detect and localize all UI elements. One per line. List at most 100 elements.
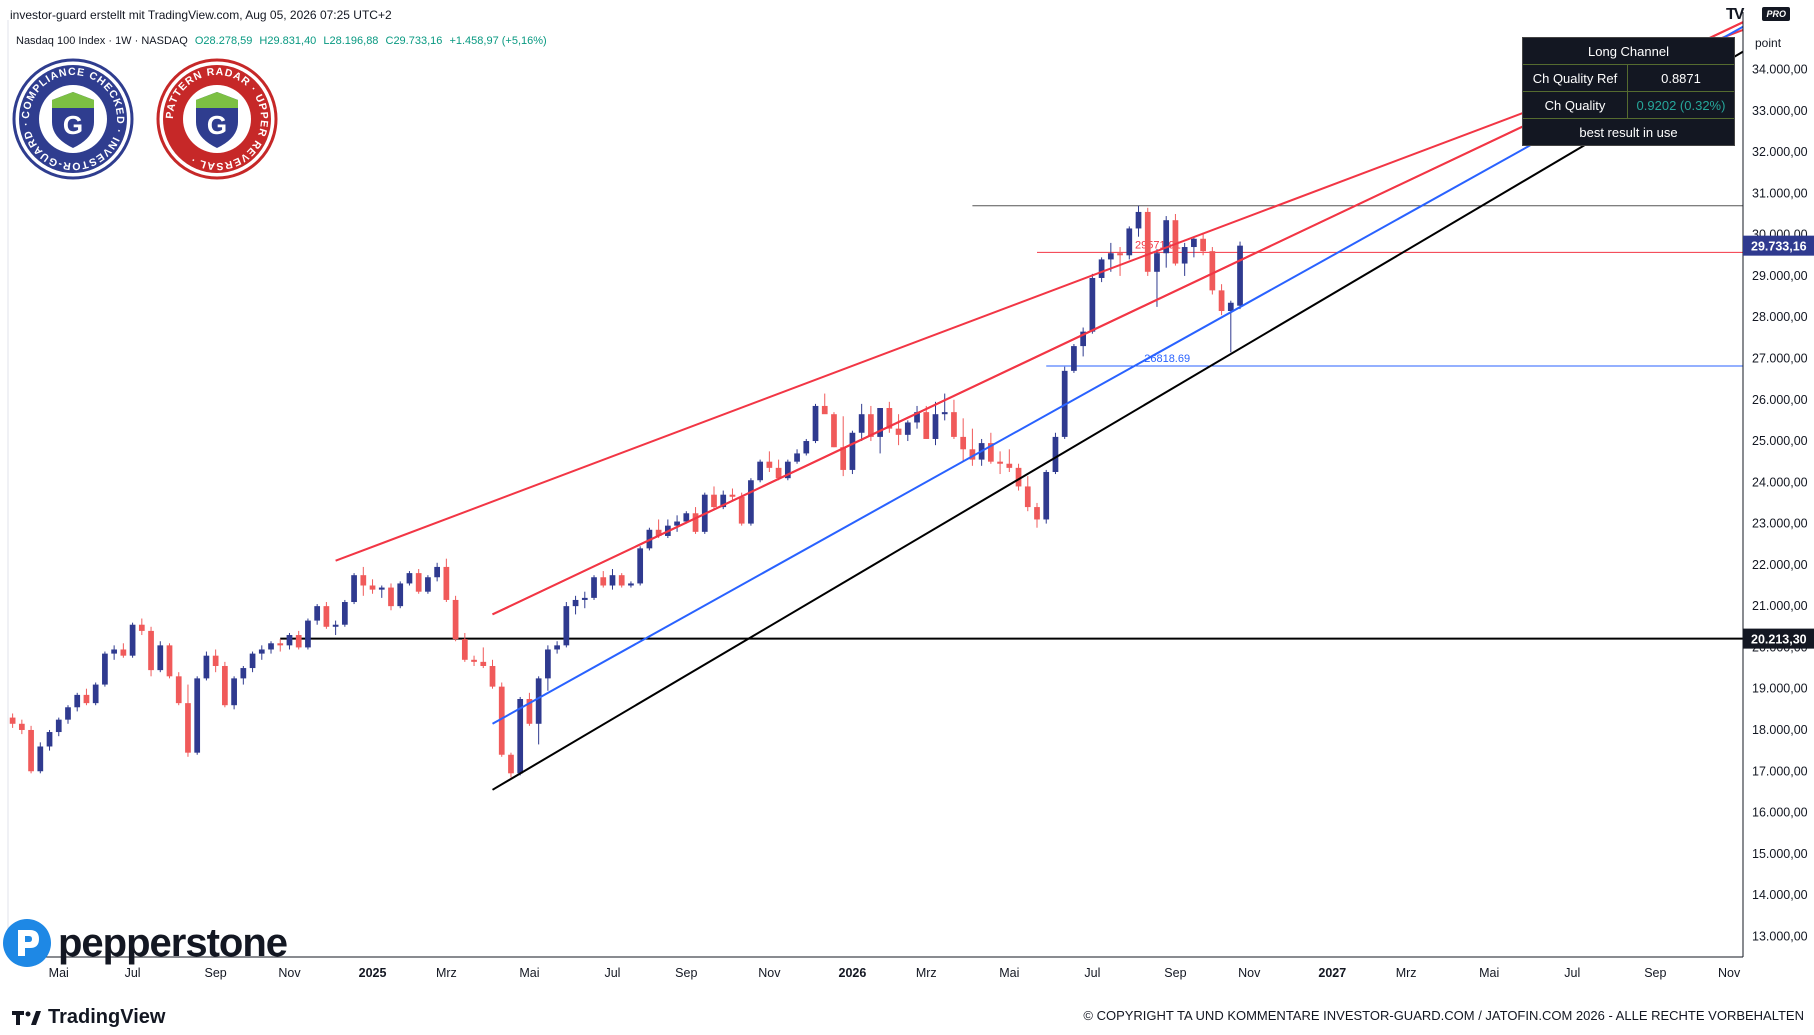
candle: [914, 405, 920, 429]
tradingview-pro-logo[interactable]: TV PRO: [1726, 6, 1790, 23]
candle-body: [1043, 471, 1050, 520]
time-tick-label: Mai: [999, 966, 1019, 980]
candle: [46, 729, 53, 751]
candle-body: [92, 684, 99, 704]
candle-body: [563, 606, 570, 646]
candle-body: [268, 643, 274, 650]
candle: [1209, 247, 1216, 295]
candle: [341, 599, 348, 627]
candle-body: [332, 624, 339, 627]
pepperstone-p-icon: [3, 919, 51, 967]
candle: [28, 725, 34, 774]
candle-body: [9, 717, 16, 724]
candle-body: [637, 548, 644, 584]
candle-body: [914, 412, 920, 423]
candle-body: [1218, 290, 1225, 312]
candle-body: [360, 575, 367, 586]
candle-body: [425, 577, 431, 592]
price-unit-label[interactable]: point: [1755, 36, 1782, 50]
candle-body: [74, 694, 81, 708]
candle-body: [1117, 253, 1123, 256]
candle-body: [277, 643, 284, 646]
time-tick-label: Sep: [675, 966, 697, 980]
candle: [268, 641, 274, 654]
candle: [923, 405, 930, 439]
time-tick-label: Nov: [758, 966, 781, 980]
candle: [895, 414, 902, 446]
candle: [1034, 502, 1040, 528]
time-tick-label: Nov: [278, 966, 301, 980]
tradingview-footer-logo[interactable]: TradingView: [12, 1006, 165, 1029]
price-tick-label: 34.000,00: [1752, 63, 1808, 77]
candle: [1218, 284, 1225, 316]
price-tick-label: 17.000,00: [1752, 764, 1808, 778]
candle-body: [923, 412, 930, 439]
candle-body: [1172, 220, 1179, 264]
time-tick-label: Nov: [1238, 966, 1261, 980]
candle-body: [729, 494, 736, 497]
candle: [185, 684, 191, 757]
candle-body: [498, 686, 505, 755]
symbol-legend: Nasdaq 100 Index · 1W · NASDAQ O28.278,5…: [16, 35, 547, 47]
candle: [148, 626, 154, 677]
candle-body: [784, 461, 791, 479]
candle: [434, 562, 440, 582]
candle: [378, 585, 385, 598]
candle-body: [969, 449, 976, 460]
candle: [849, 430, 856, 475]
candle: [129, 622, 136, 658]
candle: [1181, 242, 1188, 276]
candle: [1098, 257, 1105, 283]
candle: [1135, 205, 1142, 237]
candle: [886, 401, 893, 433]
candle-body: [397, 583, 404, 607]
candle-body: [388, 587, 394, 607]
candle-body: [1135, 211, 1142, 229]
candle: [591, 575, 597, 600]
candle-body: [720, 494, 727, 508]
candle-body: [83, 694, 90, 704]
candle: [987, 432, 994, 464]
candle-body: [775, 467, 782, 479]
compliance-checked-badge: COMPLIANCE CHECKED · INVESTOR-GUARD · G: [12, 58, 134, 180]
candle: [517, 696, 524, 776]
candle-body: [1089, 277, 1096, 332]
candle-body: [452, 599, 459, 640]
candle-body: [766, 461, 773, 468]
candle: [102, 651, 108, 687]
shield-g-icon: G: [63, 110, 83, 140]
candle: [9, 713, 16, 728]
candle-body: [1015, 467, 1022, 487]
candle-body: [286, 635, 293, 646]
candle-body: [1107, 253, 1114, 260]
price-tick-label: 21.000,00: [1752, 599, 1808, 613]
candle-body: [849, 432, 856, 470]
candle-body: [960, 436, 967, 450]
candle-body: [102, 653, 108, 685]
candle-body: [434, 566, 440, 578]
candle: [111, 645, 117, 660]
candle-body: [932, 414, 939, 439]
candle-body: [877, 408, 883, 437]
candle: [840, 416, 847, 477]
candle-body: [18, 723, 25, 730]
candle-body: [1126, 228, 1133, 256]
symbol-name[interactable]: Nasdaq 100 Index · 1W · NASDAQ: [16, 35, 188, 47]
candle: [277, 639, 284, 652]
candle: [295, 630, 302, 650]
pattern-radar-badge: PATTERN RADAR · UPPER REVERSAL · G: [156, 58, 278, 180]
candle: [406, 571, 413, 586]
candle: [563, 602, 570, 648]
candle-body: [517, 699, 524, 774]
candle-body: [591, 577, 597, 598]
candle-body: [1034, 507, 1040, 520]
candle: [1144, 207, 1151, 276]
candle: [1172, 214, 1179, 266]
time-tick-label: Jul: [1084, 966, 1100, 980]
candle-body: [157, 645, 164, 671]
candle: [711, 486, 717, 510]
candle: [757, 459, 764, 483]
candle-body: [821, 405, 828, 415]
price-tick-label: 14.000,00: [1752, 888, 1808, 902]
